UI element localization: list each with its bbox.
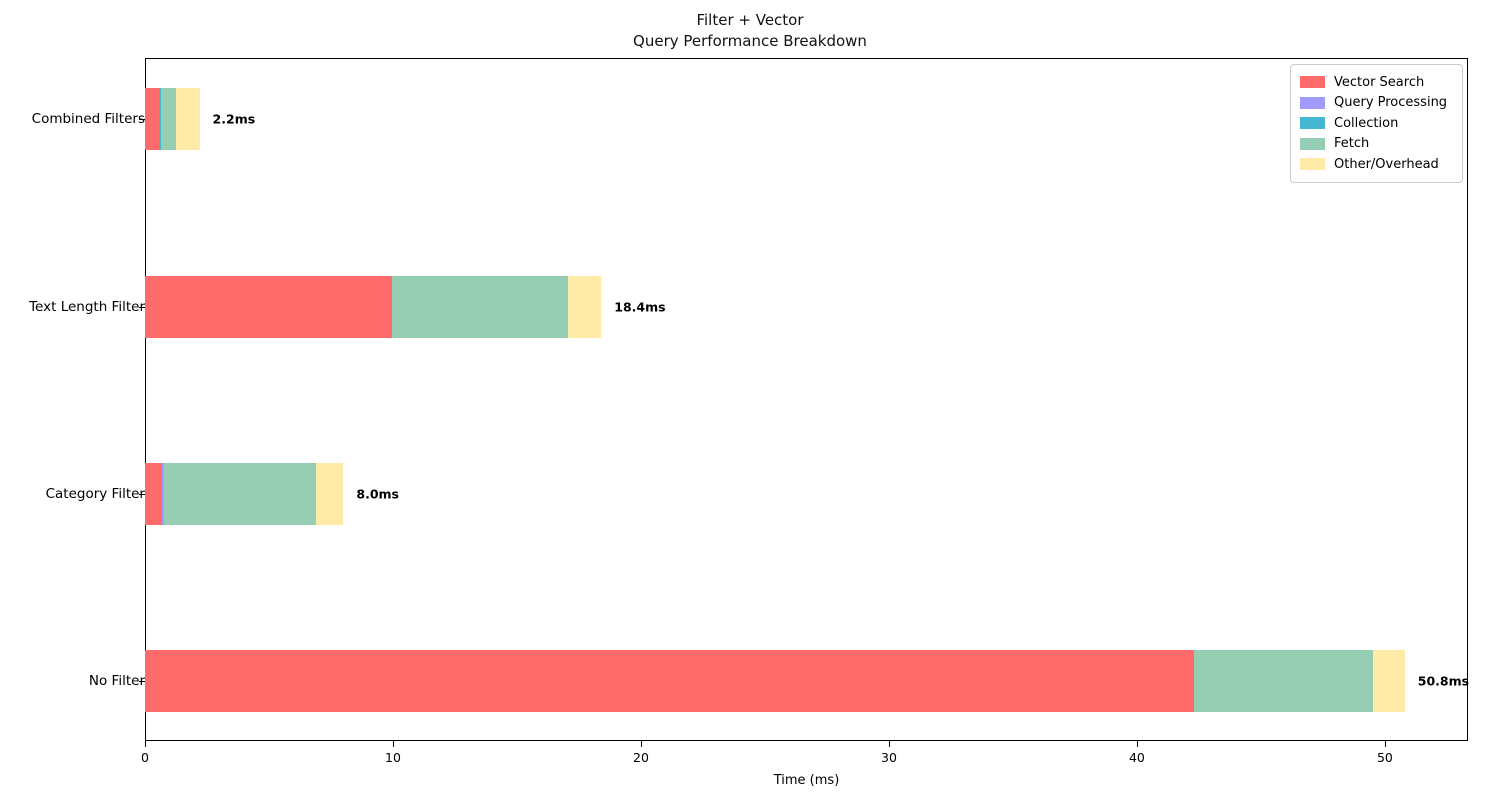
bar-segment: [163, 463, 317, 525]
bar-segment: [567, 276, 602, 338]
x-tick-mark: [888, 741, 890, 747]
legend-item: Vector Search: [1300, 72, 1452, 93]
x-tick-mark: [392, 741, 394, 747]
legend-item: Query Processing: [1300, 93, 1452, 114]
y-tick-mark: [139, 307, 145, 308]
plot-area: [145, 58, 1468, 741]
category-label: Category Filter: [45, 486, 145, 502]
x-tick-label: 30: [881, 750, 897, 765]
x-tick-label: 40: [1128, 750, 1145, 765]
category-label: Text Length Filter: [29, 299, 145, 315]
x-tick-mark: [145, 741, 146, 747]
bar-segment: [175, 88, 200, 150]
y-tick-mark: [139, 494, 145, 495]
bar-segment: [145, 463, 163, 525]
legend-label: Vector Search: [1334, 74, 1425, 90]
x-tick-label: 20: [633, 750, 649, 765]
y-tick-mark: [139, 119, 145, 120]
bar-segment: [1372, 650, 1405, 712]
bar-segment: [1193, 650, 1373, 712]
bar-segment: [145, 650, 1194, 712]
bar-segment: [145, 276, 391, 338]
bar-segment: [390, 276, 392, 338]
legend-label: Fetch: [1334, 136, 1370, 152]
legend-item: Other/Overhead: [1300, 154, 1452, 175]
bar-segment: [159, 88, 162, 150]
bar-segment: [161, 88, 176, 150]
x-tick-mark: [640, 741, 642, 747]
x-tick-mark: [1136, 741, 1138, 747]
x-tick-label: 0: [141, 750, 149, 765]
x-tick-label: 50: [1376, 750, 1393, 765]
legend-label: Other/Overhead: [1334, 156, 1439, 172]
y-tick-mark: [139, 681, 145, 682]
legend-swatch-icon: [1300, 137, 1325, 150]
bar-total-label: 50.8ms: [1417, 673, 1470, 689]
chart-title-line1: Filter + Vector: [696, 11, 804, 29]
bar-total-label: 18.4ms: [614, 299, 666, 315]
legend: Vector Search Query Processing Collection F…: [1290, 64, 1463, 183]
bar-total-label: 2.2ms: [212, 111, 256, 127]
category-label: Combined Filters: [31, 111, 145, 127]
legend-swatch-icon: [1300, 117, 1325, 130]
chart-title-line2: Query Performance Breakdown: [633, 32, 867, 50]
legend-swatch-icon: [1300, 76, 1325, 89]
x-axis-label: Time (ms): [773, 773, 840, 788]
x-tick-mark: [1384, 741, 1386, 747]
legend-item: Fetch: [1300, 134, 1452, 155]
bar-segment: [316, 463, 344, 525]
legend-item: Collection: [1300, 113, 1452, 134]
bar-segment: [145, 88, 160, 150]
legend-label: Collection: [1334, 115, 1399, 131]
legend-swatch-icon: [1300, 96, 1325, 109]
x-tick-label: 10: [385, 750, 401, 765]
bar-segment: [162, 463, 164, 525]
bar-total-label: 8.0ms: [356, 486, 399, 502]
bar-segment: [391, 276, 568, 338]
legend-label: Query Processing: [1334, 95, 1448, 111]
category-label: No Filter: [88, 673, 145, 689]
legend-swatch-icon: [1300, 158, 1325, 171]
